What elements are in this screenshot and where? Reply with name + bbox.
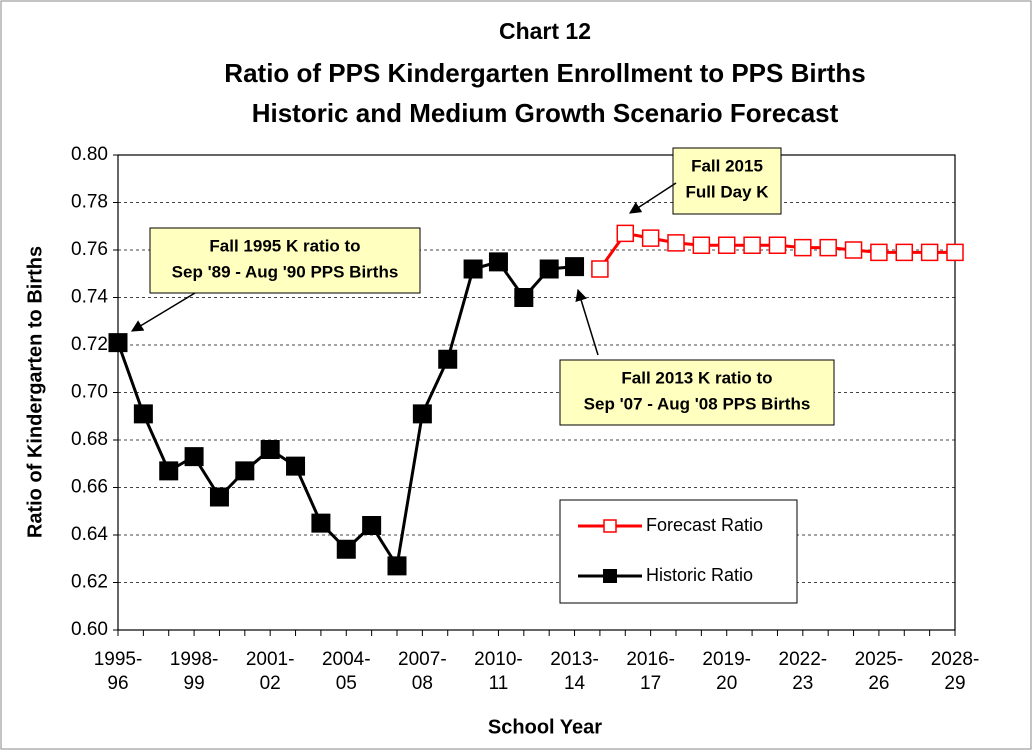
y-tick-label: 0.70: [71, 382, 108, 403]
series-line: [116, 260, 575, 571]
annotation-arrow: [575, 288, 599, 356]
point: [743, 236, 761, 254]
point: [184, 447, 204, 467]
point: [946, 243, 964, 262]
x-tick-label: 1995-96: [93, 649, 143, 694]
annotation-box: [559, 359, 835, 426]
y-axis-label: Ratio of Kindergarten to Births: [24, 246, 46, 538]
y-tick-label: 0.74: [71, 287, 108, 308]
point: [235, 461, 255, 481]
y-tick-label: 0.78: [71, 192, 108, 213]
x-tick-label: 2019-20: [702, 649, 752, 694]
x-tick-label: 2016-17: [626, 649, 675, 694]
legend-label: Historic Ratio: [646, 565, 753, 585]
x-tick-label: 2001-02: [245, 649, 295, 694]
x-tick-label: 2022-23: [778, 649, 828, 694]
point: [616, 224, 635, 243]
x-tick-label: 2013-14: [550, 649, 599, 694]
y-tick-label: 0.72: [71, 334, 108, 355]
point: [209, 487, 229, 507]
point: [286, 456, 306, 476]
point: [514, 288, 534, 307]
point: [362, 516, 382, 535]
legend-marker: [603, 519, 617, 533]
point: [641, 229, 660, 247]
annotation-text: Full Day K: [685, 182, 769, 201]
legend-marker: [603, 569, 617, 583]
y-tick-label: 0.60: [71, 619, 108, 640]
point: [565, 257, 585, 277]
point: [488, 252, 508, 272]
point: [336, 539, 356, 559]
legend-box: [559, 499, 798, 604]
point: [692, 236, 711, 254]
chart-subtitle: Ratio of PPS Kindergarten Enrollment to …: [224, 58, 865, 88]
x-tick-label: 2010-11: [474, 649, 523, 694]
y-tick-label: 0.68: [71, 429, 108, 450]
point: [159, 461, 179, 481]
point: [819, 238, 837, 257]
x-tick-label: 2004-05: [321, 649, 371, 694]
point: [717, 236, 736, 254]
annotation-text: Fall 2013 K ratio to: [621, 368, 772, 387]
x-tick-label: 2025-26: [854, 649, 904, 694]
y-tick-label: 0.66: [71, 477, 108, 498]
point: [463, 259, 483, 279]
y-tick-label: 0.76: [71, 239, 108, 260]
point: [412, 404, 432, 424]
point: [591, 260, 609, 278]
point: [260, 440, 280, 459]
point: [870, 243, 888, 262]
point: [667, 234, 685, 252]
x-tick-label: 2028-29: [930, 649, 980, 694]
point: [768, 236, 787, 254]
annotation-arrow: [130, 292, 196, 332]
annotation-text: Sep '07 - Aug '08 PPS Births: [584, 394, 811, 413]
legend-label: Forecast Ratio: [646, 515, 763, 535]
point: [133, 404, 153, 424]
point: [794, 238, 812, 257]
annotation-box: [672, 147, 782, 215]
point: [539, 259, 559, 279]
chart-title: Chart 12: [499, 18, 591, 44]
point: [311, 513, 331, 533]
annotation-text: Fall 2015: [691, 156, 763, 175]
point: [844, 241, 863, 259]
point: [920, 243, 939, 262]
plot-border: [117, 154, 956, 631]
point: [438, 349, 458, 369]
x-tick-label: 2007-08: [398, 649, 447, 694]
y-tick-label: 0.62: [71, 572, 108, 593]
x-axis-label: School Year: [488, 716, 602, 738]
y-tick-label: 0.64: [71, 524, 108, 545]
chart-subtitle: Historic and Medium Growth Scenario Fore…: [252, 98, 839, 128]
point: [895, 243, 914, 262]
y-tick-label: 0.80: [71, 144, 108, 165]
annotation-text: Fall 1995 K ratio to: [209, 236, 360, 255]
point: [108, 333, 128, 353]
annotation-box: [149, 227, 421, 294]
annotation-text: Sep '89 - Aug '90 PPS Births: [172, 262, 399, 281]
annotation-arrow: [628, 182, 677, 214]
x-tick-label: 1998-99: [169, 649, 219, 694]
point: [387, 556, 407, 576]
